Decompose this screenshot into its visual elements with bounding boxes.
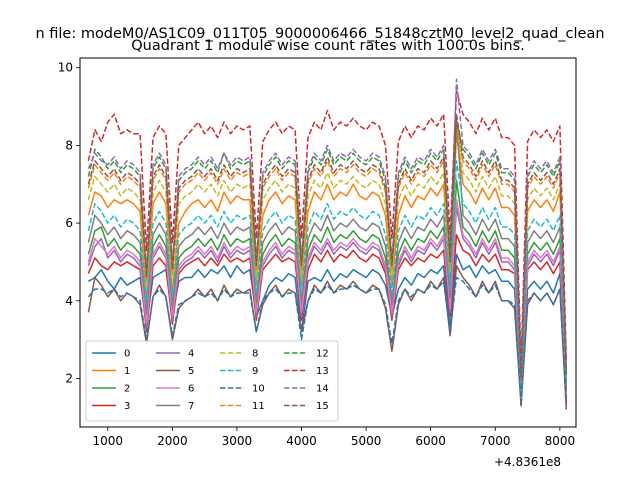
series-line-10	[87, 276, 568, 403]
legend-label-6: 6	[188, 384, 194, 395]
x-tick-label: 6000	[415, 434, 446, 448]
legend-label-8: 8	[252, 349, 258, 360]
x-tick-label: 4000	[286, 434, 317, 448]
y-tick-label: 10	[58, 61, 73, 75]
series-line-9	[87, 160, 568, 387]
x-tick-label: 7000	[480, 434, 511, 448]
legend-label-14: 14	[316, 384, 329, 395]
legend-label-10: 10	[252, 384, 265, 395]
series-line-8	[87, 121, 568, 380]
legend-label-11: 11	[252, 401, 265, 412]
chart-title: Quadrant 1 module wise count rates with …	[131, 38, 525, 54]
x-tick-label: 3000	[222, 434, 253, 448]
plot-frame	[79, 57, 577, 428]
legend-label-4: 4	[188, 349, 194, 360]
y-tick-label: 6	[65, 216, 73, 230]
legend-label-9: 9	[252, 366, 258, 377]
y-tick-label: 2	[65, 371, 73, 385]
series-line-7	[87, 117, 568, 395]
series-line-15	[87, 113, 568, 380]
x-tick-label: 1000	[92, 434, 123, 448]
y-tick-label: 8	[65, 138, 73, 152]
x-tick-label: 8000	[545, 434, 576, 448]
figure-suptitle: n file: modeM0/AS1C09_011T05_9000006466_…	[35, 26, 604, 42]
legend-label-7: 7	[188, 401, 194, 412]
legend-label-12: 12	[316, 349, 329, 360]
series-line-6	[87, 199, 568, 399]
y-tick-label: 4	[65, 294, 73, 308]
x-tick-label: 5000	[351, 434, 382, 448]
legend-label-13: 13	[316, 366, 329, 377]
series-line-14	[87, 78, 568, 372]
legend-label-15: 15	[316, 401, 329, 412]
legend-frame	[85, 340, 339, 422]
legend-label-1: 1	[124, 366, 130, 377]
series-line-1	[87, 132, 568, 387]
legend-label-3: 3	[124, 401, 130, 412]
legend-label-5: 5	[188, 366, 194, 377]
x-tick-label: 2000	[157, 434, 188, 448]
series-layer	[87, 78, 568, 410]
legend-label-2: 2	[124, 384, 130, 395]
series-line-5	[87, 265, 568, 410]
x-offset-label: +4.8361e8	[494, 455, 561, 469]
series-line-13	[87, 90, 568, 364]
legend-label-0: 0	[124, 349, 130, 360]
